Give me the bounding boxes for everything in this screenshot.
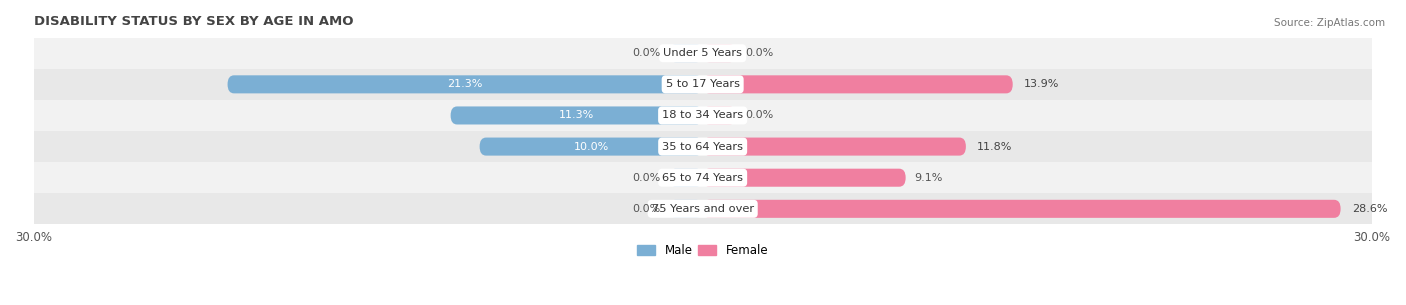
Text: 0.0%: 0.0%	[633, 173, 661, 183]
FancyBboxPatch shape	[228, 75, 703, 93]
Text: 21.3%: 21.3%	[447, 79, 482, 89]
Bar	[34, 162, 1372, 193]
Bar	[34, 131, 1372, 162]
Bar	[34, 38, 1372, 69]
Text: 75 Years and over: 75 Years and over	[651, 204, 754, 214]
Text: 65 to 74 Years: 65 to 74 Years	[662, 173, 744, 183]
Legend: Male, Female: Male, Female	[633, 239, 773, 262]
Text: 35 to 64 Years: 35 to 64 Years	[662, 142, 744, 152]
FancyBboxPatch shape	[669, 44, 703, 62]
Text: 0.0%: 0.0%	[745, 110, 773, 120]
Text: Under 5 Years: Under 5 Years	[664, 48, 742, 58]
Text: DISABILITY STATUS BY SEX BY AGE IN AMO: DISABILITY STATUS BY SEX BY AGE IN AMO	[34, 15, 353, 28]
Text: 13.9%: 13.9%	[1024, 79, 1059, 89]
Bar	[34, 100, 1372, 131]
FancyBboxPatch shape	[479, 138, 703, 156]
Bar	[34, 193, 1372, 224]
FancyBboxPatch shape	[703, 138, 966, 156]
FancyBboxPatch shape	[669, 169, 703, 187]
Text: 10.0%: 10.0%	[574, 142, 609, 152]
Text: 18 to 34 Years: 18 to 34 Years	[662, 110, 744, 120]
Text: 11.3%: 11.3%	[560, 110, 595, 120]
FancyBboxPatch shape	[703, 169, 905, 187]
FancyBboxPatch shape	[669, 200, 703, 218]
FancyBboxPatch shape	[703, 44, 737, 62]
Text: 5 to 17 Years: 5 to 17 Years	[665, 79, 740, 89]
Text: Source: ZipAtlas.com: Source: ZipAtlas.com	[1274, 18, 1385, 28]
Text: 11.8%: 11.8%	[977, 142, 1012, 152]
Text: 9.1%: 9.1%	[914, 173, 943, 183]
FancyBboxPatch shape	[450, 106, 703, 124]
Text: 0.0%: 0.0%	[745, 48, 773, 58]
FancyBboxPatch shape	[703, 200, 1340, 218]
Text: 28.6%: 28.6%	[1351, 204, 1388, 214]
Text: 0.0%: 0.0%	[633, 48, 661, 58]
FancyBboxPatch shape	[703, 75, 1012, 93]
Bar	[34, 69, 1372, 100]
FancyBboxPatch shape	[703, 106, 737, 124]
Text: 0.0%: 0.0%	[633, 204, 661, 214]
